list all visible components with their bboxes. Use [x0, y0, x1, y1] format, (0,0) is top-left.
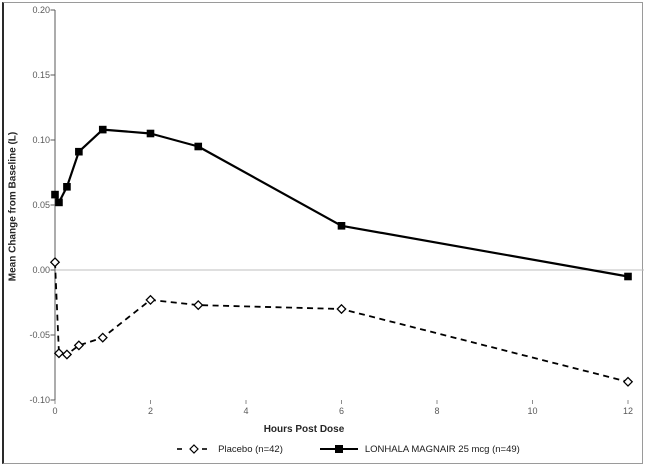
legend-item-lonhala: LONHALA MAGNAIR 25 mcg (n=49): [319, 444, 520, 455]
y-tick-label: -0.05: [29, 330, 50, 340]
solid-line-filled-square-marker-icon: [319, 445, 358, 453]
x-tick-label: 2: [147, 406, 153, 416]
y-tick-label: 0.05: [32, 200, 50, 210]
dashed-line-open-diamond-marker-icon: [177, 444, 212, 454]
y-tick-label: 0.00: [32, 265, 50, 275]
x-tick-label: 6: [338, 406, 344, 416]
x-axis-title: Hours Post Dose: [263, 424, 345, 435]
x-tick-label: 8: [434, 406, 440, 416]
x-tick-label: 10: [527, 406, 538, 416]
legend-label-placebo: Placebo (n=42): [218, 443, 283, 455]
x-tick-label: 0: [52, 406, 58, 416]
y-tick-label: 0.20: [32, 5, 50, 15]
x-tick-label: 4: [243, 406, 249, 416]
x-tick-label: 12: [622, 406, 633, 416]
legend: Placebo (n=42) LONHALA MAGNAIR 25 mcg (n…: [24, 441, 648, 457]
legend-label-lonhala: LONHALA MAGNAIR 25 mcg (n=49): [364, 443, 520, 455]
legend-item-placebo: Placebo (n=42): [176, 444, 283, 455]
y-tick-label: -0.10: [29, 395, 50, 405]
figure-border: [2, 2, 643, 464]
y-tick-label: 0.10: [32, 135, 50, 145]
y-tick-label: 0.15: [32, 70, 50, 80]
